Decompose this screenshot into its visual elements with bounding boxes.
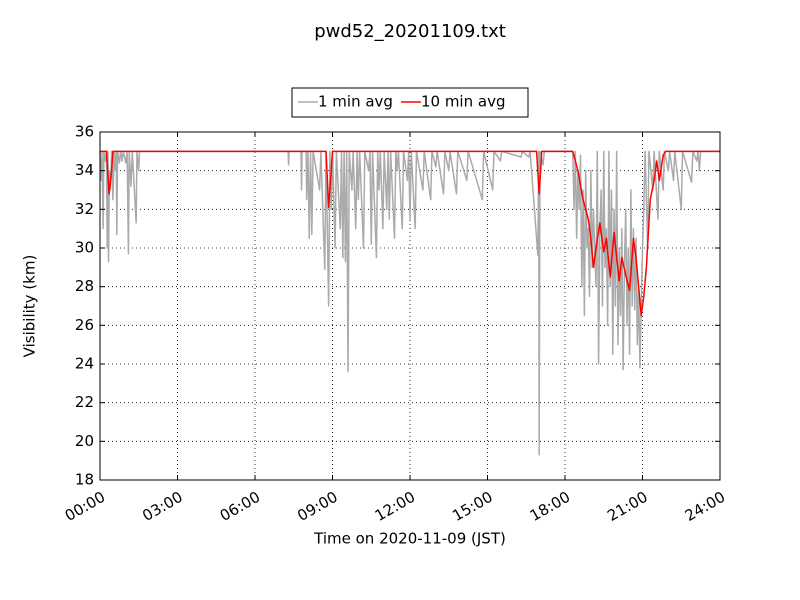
x-tick-label: 21:00 (604, 488, 650, 525)
legend-label: 1 min avg (318, 93, 393, 111)
y-tick-label: 22 (75, 393, 94, 411)
y-tick-label: 36 (75, 123, 94, 141)
y-tick-label: 24 (75, 355, 94, 373)
x-tick-label: 12:00 (372, 488, 418, 525)
y-tick-label: 34 (75, 161, 94, 179)
y-tick-label: 18 (75, 471, 94, 489)
x-tick-label: 09:00 (294, 488, 340, 525)
x-tick-label: 03:00 (139, 488, 185, 525)
series-line (99, 150, 720, 456)
x-tick-label: 06:00 (217, 488, 263, 525)
x-tick-label: 24:00 (682, 488, 728, 525)
legend-label: 10 min avg (421, 93, 506, 111)
x-tick-label: 18:00 (527, 488, 573, 525)
y-tick-label: 32 (75, 200, 94, 218)
x-tick-label: 15:00 (449, 488, 495, 525)
chart-title: pwd52_20201109.txt (314, 21, 506, 42)
y-tick-label: 26 (75, 316, 94, 334)
legend: 1 min avg 10 min avg (298, 93, 505, 111)
y-tick-label: 28 (75, 277, 94, 295)
y-tick-label: 20 (75, 432, 94, 450)
x-axis-label: Time on 2020-11-09 (JST) (313, 530, 506, 548)
x-tick-label: 00:00 (62, 488, 108, 525)
series-line (100, 150, 720, 317)
plot-lines (99, 150, 720, 456)
y-axis-label: Visibility (km) (21, 255, 39, 358)
y-tick-label: 30 (75, 239, 94, 257)
